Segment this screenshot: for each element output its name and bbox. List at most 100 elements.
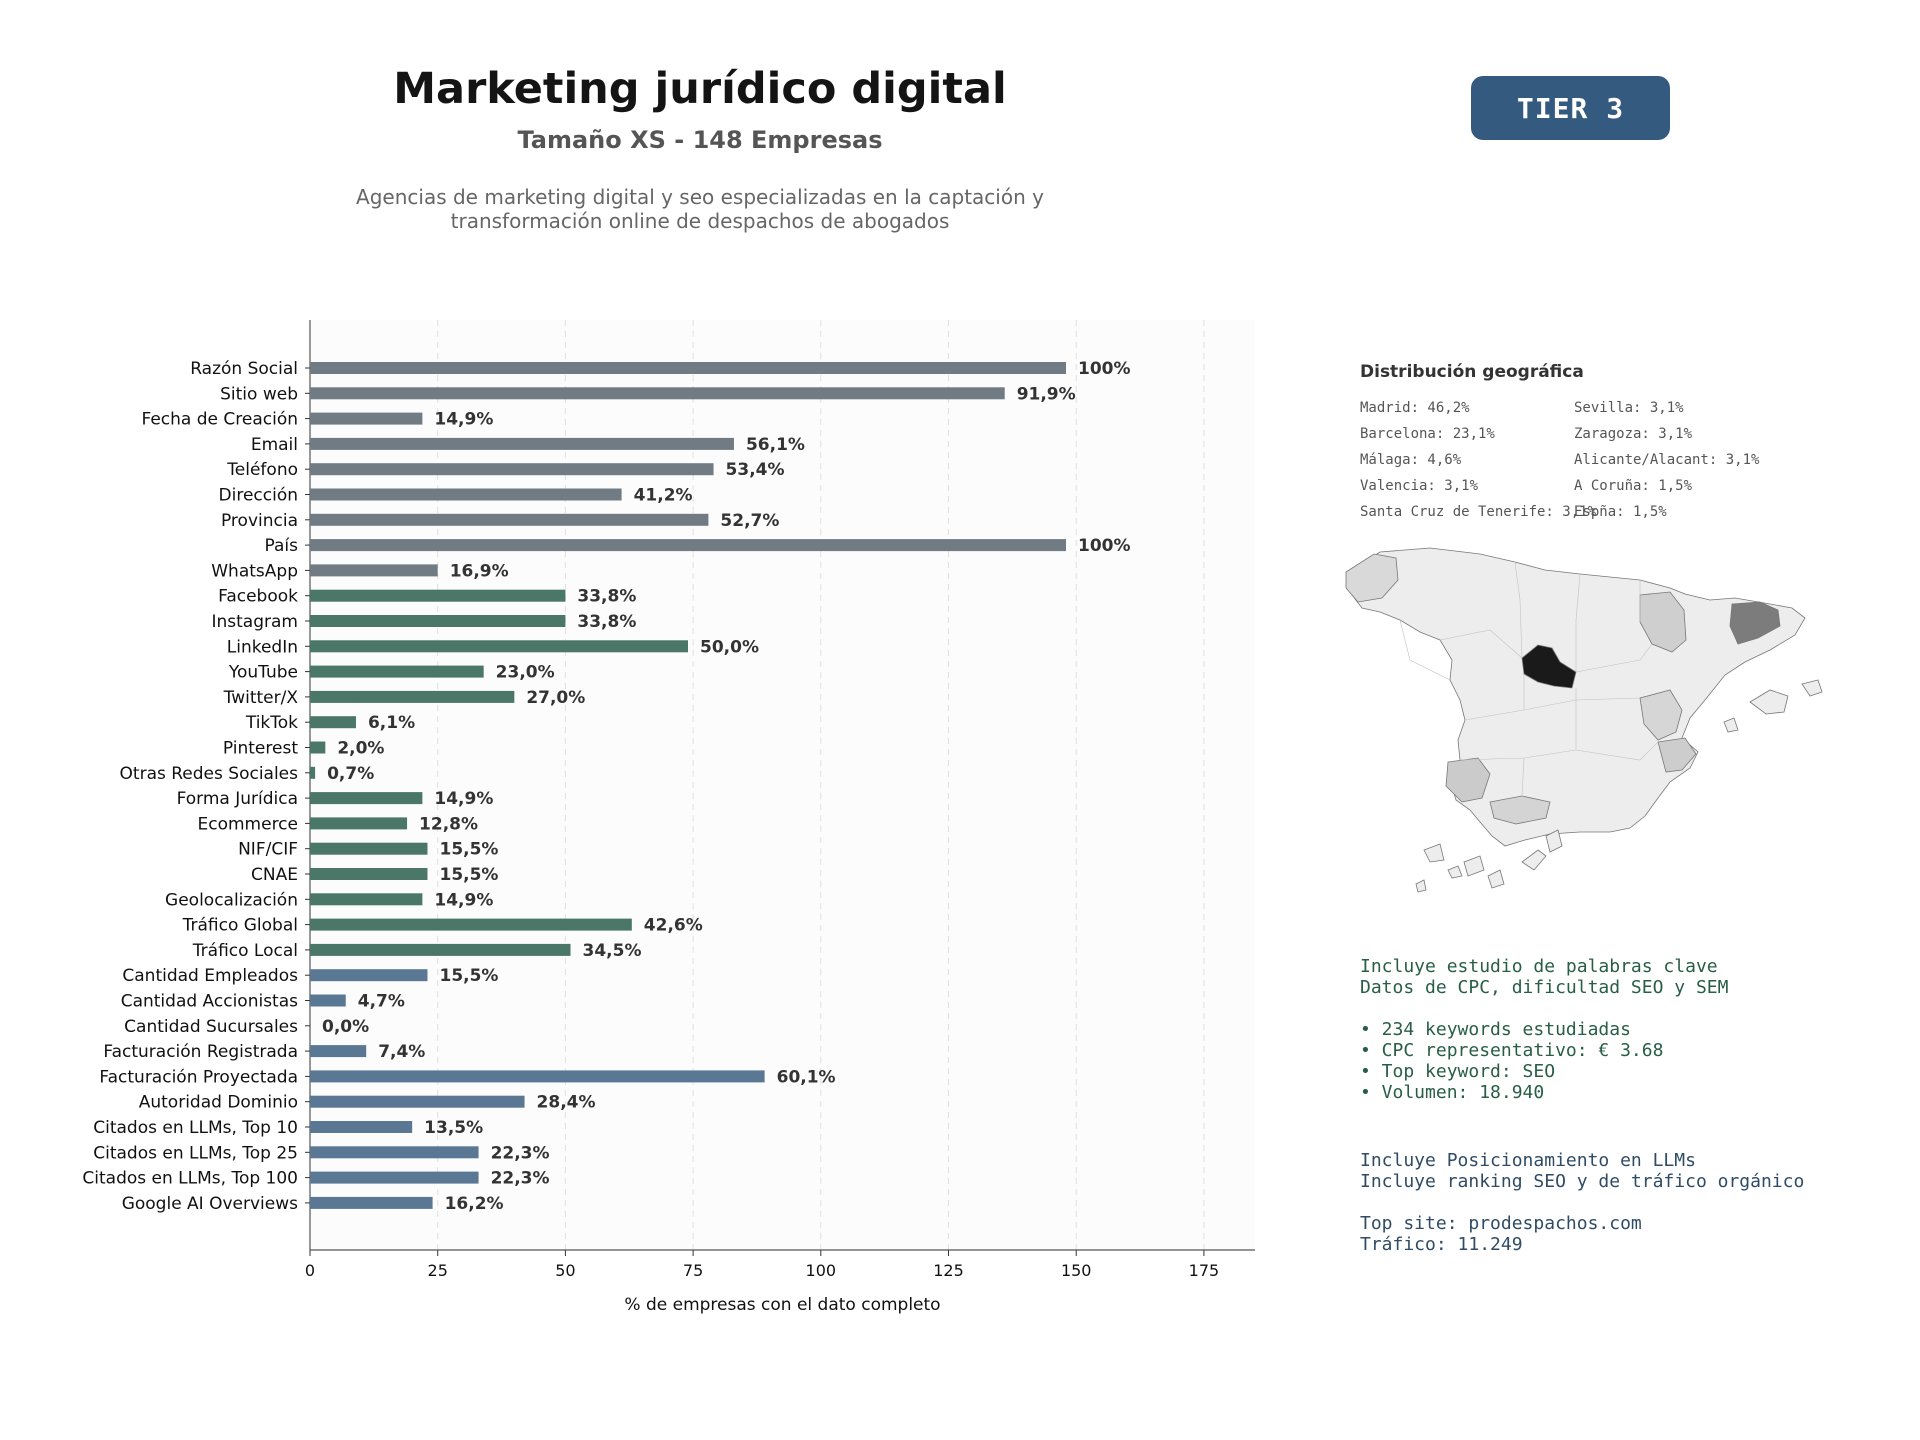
llm-line-1: Incluye Posicionamiento en LLMs bbox=[1360, 1150, 1696, 1171]
data-label: 15,5% bbox=[439, 966, 498, 986]
bar bbox=[310, 640, 688, 653]
bar bbox=[310, 766, 316, 779]
category-label: Pinterest bbox=[223, 739, 298, 759]
tier-badge: TIER 3 bbox=[1471, 76, 1670, 140]
map-canarias-1 bbox=[1423, 843, 1445, 863]
data-label: 16,9% bbox=[450, 561, 509, 581]
bar bbox=[310, 1196, 433, 1209]
data-label: 33,8% bbox=[577, 612, 636, 632]
bar bbox=[310, 842, 428, 855]
seo-bullet: • 234 keywords estudiadas bbox=[1360, 1019, 1631, 1040]
bar bbox=[310, 690, 515, 703]
x-tick-label: 25 bbox=[428, 1261, 448, 1280]
bar bbox=[310, 716, 356, 729]
bar bbox=[310, 1070, 765, 1083]
description: Agencias de marketing digital y seo espe… bbox=[300, 185, 1100, 233]
category-label: Citados en LLMs, Top 100 bbox=[82, 1169, 298, 1189]
bar bbox=[310, 362, 1066, 374]
seo-bullet: • Top keyword: SEO bbox=[1360, 1061, 1556, 1082]
category-label: Otras Redes Sociales bbox=[120, 764, 299, 784]
data-label: 16,2% bbox=[445, 1194, 504, 1214]
x-tick-label: 100 bbox=[806, 1261, 837, 1280]
map-canarias-5 bbox=[1521, 849, 1547, 871]
data-label: 34,5% bbox=[583, 941, 642, 961]
bar bbox=[310, 539, 1066, 552]
x-tick-label: 75 bbox=[683, 1261, 703, 1280]
bar bbox=[310, 1045, 367, 1058]
category-label: Cantidad Accionistas bbox=[121, 992, 298, 1012]
data-label: 14,9% bbox=[434, 410, 493, 430]
geo-item: Sevilla: 3,1% bbox=[1574, 400, 1684, 416]
category-label: Citados en LLMs, Top 10 bbox=[93, 1118, 298, 1138]
seo-line-2: Datos de CPC, dificultad SEO y SEM bbox=[1360, 977, 1729, 998]
category-label: Citados en LLMs, Top 25 bbox=[93, 1143, 298, 1163]
data-label: 56,1% bbox=[746, 435, 805, 455]
x-tick-label: 175 bbox=[1189, 1261, 1220, 1280]
bar bbox=[310, 564, 438, 577]
data-label: 14,9% bbox=[434, 789, 493, 809]
category-label: Teléfono bbox=[226, 460, 298, 480]
data-label: 28,4% bbox=[537, 1093, 596, 1113]
map-zaragoza bbox=[1639, 591, 1687, 653]
category-label: Google AI Overviews bbox=[122, 1194, 298, 1214]
bar bbox=[310, 741, 326, 754]
data-label: 52,7% bbox=[720, 511, 779, 531]
category-label: Sitio web bbox=[220, 384, 298, 404]
category-label: CNAE bbox=[251, 865, 298, 885]
map-canarias-4 bbox=[1487, 869, 1505, 889]
map-baleares-3 bbox=[1723, 717, 1739, 733]
data-label: 0,7% bbox=[327, 764, 374, 784]
bar bbox=[310, 994, 346, 1007]
category-label: Forma Jurídica bbox=[177, 789, 298, 809]
bar bbox=[310, 513, 709, 526]
bar bbox=[310, 1171, 479, 1184]
traffic: Tráfico: 11.249 bbox=[1360, 1234, 1523, 1255]
x-tick-label: 50 bbox=[555, 1261, 575, 1280]
x-tick-label: 150 bbox=[1061, 1261, 1092, 1280]
map-madrid bbox=[1521, 644, 1577, 689]
category-label: Facebook bbox=[218, 587, 298, 607]
bar bbox=[310, 918, 632, 931]
category-label: Email bbox=[251, 435, 298, 455]
map-peninsula bbox=[1347, 547, 1806, 847]
llm-line-2: Incluye ranking SEO y de tráfico orgánic… bbox=[1360, 1171, 1805, 1192]
geo-item: Málaga: 4,6% bbox=[1360, 452, 1462, 468]
map-coruna bbox=[1345, 553, 1399, 603]
data-label: 53,4% bbox=[726, 460, 785, 480]
data-label: 100% bbox=[1078, 536, 1131, 556]
map-sevilla bbox=[1445, 757, 1491, 803]
map-canarias-2 bbox=[1447, 865, 1463, 879]
category-label: Geolocalización bbox=[165, 890, 298, 910]
category-label: Tráfico Global bbox=[182, 916, 298, 936]
data-label: 41,2% bbox=[634, 486, 693, 506]
category-label: NIF/CIF bbox=[238, 840, 298, 860]
bar bbox=[310, 589, 566, 602]
data-label: 27,0% bbox=[526, 688, 585, 708]
bar bbox=[310, 969, 428, 982]
bar bbox=[310, 817, 408, 830]
top-site: Top site: prodespachos.com bbox=[1360, 1213, 1642, 1234]
page-title: Marketing jurídico digital bbox=[393, 64, 1007, 114]
map-barcelona bbox=[1729, 601, 1781, 645]
bar bbox=[310, 463, 714, 476]
data-label: 4,7% bbox=[358, 992, 405, 1012]
data-label: 12,8% bbox=[419, 814, 478, 834]
x-tick-label: 125 bbox=[933, 1261, 964, 1280]
map-alicante bbox=[1657, 737, 1697, 773]
map-valencia bbox=[1639, 689, 1683, 741]
geo-item: Madrid: 46,2% bbox=[1360, 400, 1470, 416]
category-label: País bbox=[265, 536, 299, 556]
map-baleares-1 bbox=[1749, 689, 1789, 715]
description-line-1: Agencias de marketing digital y seo espe… bbox=[356, 185, 1044, 209]
category-label: Twitter/X bbox=[223, 688, 299, 708]
bar bbox=[310, 412, 423, 425]
x-axis-label: % de empresas con el dato completo bbox=[624, 1295, 940, 1315]
x-tick-label: 0 bbox=[305, 1261, 315, 1280]
bar bbox=[310, 1095, 525, 1108]
data-label: 2,0% bbox=[337, 739, 384, 759]
data-label: 50,0% bbox=[700, 637, 759, 657]
bar bbox=[310, 437, 734, 450]
data-label: 6,1% bbox=[368, 713, 415, 733]
data-label: 7,4% bbox=[378, 1042, 425, 1062]
category-label: Facturación Proyectada bbox=[99, 1067, 298, 1087]
